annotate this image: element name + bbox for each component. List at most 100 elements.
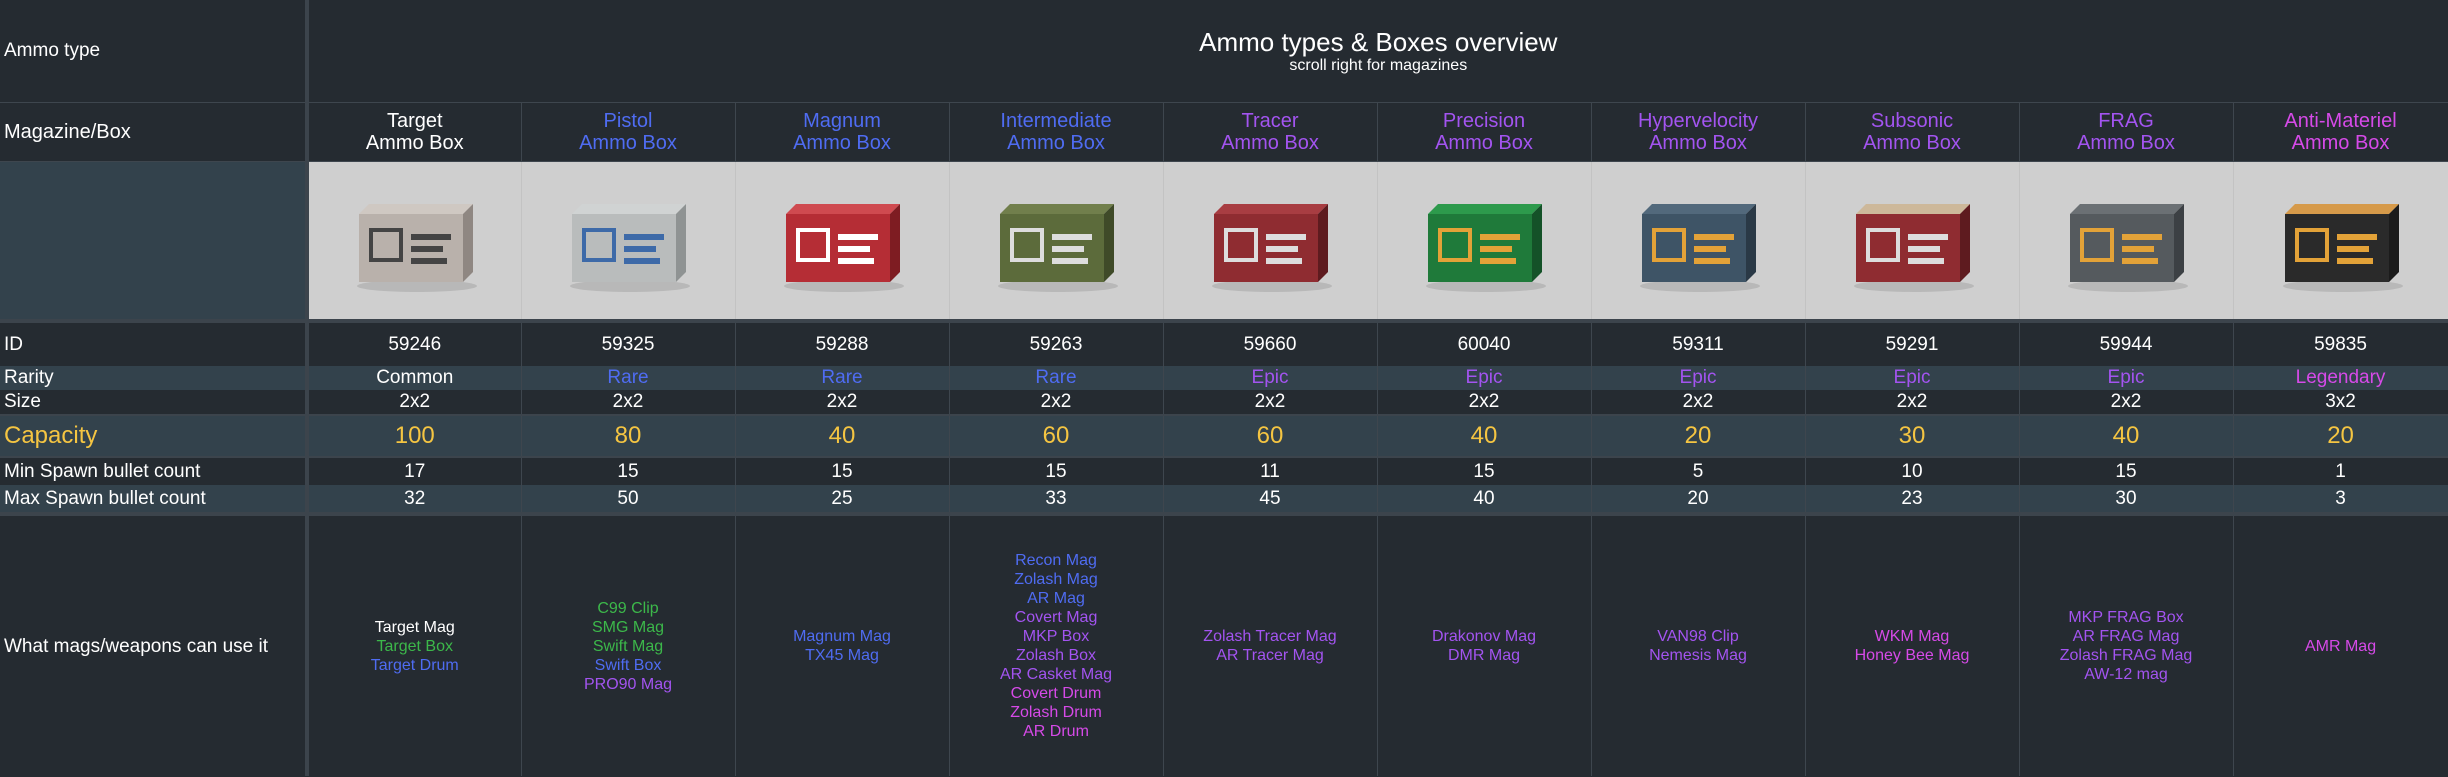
box-name-cell: Subsonic Ammo Box [1805,102,2020,162]
capacity-label: Capacity [0,414,309,458]
box-name-line1: Hypervelocity [1637,110,1759,132]
box-rarity: Rare [735,366,950,390]
frag-ammo-box-icon [2068,203,2188,292]
compatible-mags-cell: Recon Mag Zolash Mag AR Mag Covert Mag MKP B… [949,512,1164,776]
mag-item: MKP FRAG Box [2068,609,2184,626]
box-name-line1: Magnum [803,110,881,132]
mag-item: AMR Mag [2304,637,2377,655]
box-rarity: Epic [1805,366,2020,390]
compatible-mags-cell: C99 Clip SMG Mag Swift Mag Swift Box PRO90 M… [521,512,736,776]
box-max-spawn: 3 [2233,485,2448,514]
box-max-spawn: 32 [307,485,522,514]
table-title-cell: Ammo types & Boxes overview scroll right… [307,0,2448,103]
box-capacity: 20 [1591,414,1806,458]
mag-item: MKP Box [1022,628,1090,645]
compatible-mags-cell: VAN98 Clip Nemesis Mag [1591,512,1806,776]
subsonic-ammo-box-icon [1854,203,1974,292]
mag-item: TX45 Mag [805,647,879,664]
pistol-ammo-box-icon [570,203,690,292]
mag-item: SMG Mag [591,618,664,636]
box-name-cell: Magnum Ammo Box [735,102,950,162]
box-capacity: 40 [1377,414,1592,458]
box-max-spawn: 20 [1591,485,1806,514]
mag-item: Zolash Tracer Mag [1203,628,1337,645]
mag-item: AR Mag [1027,590,1085,607]
mag-item: Target Mag [374,618,455,636]
box-name-line1: Pistol [603,110,653,132]
box-rarity: Rare [949,366,1164,390]
box-size: 2x2 [521,390,736,415]
box-id: 59311 [1591,321,1806,366]
box-size: 2x2 [1377,390,1592,415]
box-min-spawn: 15 [1377,457,1592,485]
box-image-cell [1163,161,1378,323]
box-max-spawn: 50 [521,485,736,514]
box-rarity: Rare [521,366,736,390]
box-capacity: 20 [2233,414,2448,458]
box-name-line2: Ammo Box [579,132,677,154]
box-capacity: 30 [1805,414,2020,458]
compatible-mags-cell: WKM Mag Honey Bee Mag [1805,512,2020,776]
box-capacity: 40 [735,414,950,458]
box-min-spawn: 10 [1805,457,2020,485]
box-rarity: Epic [1377,366,1592,390]
min-spawn-label: Min Spawn bullet count [0,457,309,485]
magnum-ammo-box-icon [784,203,904,292]
box-size: 2x2 [1163,390,1378,415]
mag-item: Magnum Mag [793,628,891,645]
box-name-cell: Anti-Materiel Ammo Box [2233,102,2448,162]
box-name-cell: Precision Ammo Box [1377,102,1592,162]
box-min-spawn: 15 [949,457,1164,485]
rarity-label: Rarity [0,366,309,390]
box-max-spawn: 30 [2019,485,2234,514]
box-name-line1: Precision [1442,110,1526,132]
mag-item: Honey Bee Mag [1854,647,1970,664]
box-image-cell [735,161,950,323]
box-id: 59288 [735,321,950,366]
box-name-line2: Ammo Box [1221,132,1319,154]
mag-item: PRO90 Mag [583,675,673,693]
magazine-box-label: Magazine/Box [0,102,309,162]
box-rarity: Epic [1591,366,1806,390]
box-name-line1: FRAG [2098,110,2154,132]
box-max-spawn: 23 [1805,485,2020,514]
box-min-spawn: 15 [2019,457,2234,485]
mag-item: AW-12 mag [2084,666,2168,683]
box-image-cell [2233,161,2448,323]
mag-item: VAN98 Clip [1657,628,1739,645]
box-name-line2: Ammo Box [2077,132,2175,154]
box-id: 59835 [2233,321,2448,366]
mag-item: Swift Box [594,656,662,674]
mag-item: AR FRAG Mag [2072,628,2180,645]
box-size: 2x2 [1591,390,1806,415]
box-name-line2: Ammo Box [365,132,464,154]
box-capacity: 60 [949,414,1164,458]
box-max-spawn: 33 [949,485,1164,514]
box-image-cell [1805,161,2020,323]
box-max-spawn: 40 [1377,485,1592,514]
box-name-cell: Target Ammo Box [307,102,522,162]
intermediate-ammo-box-icon [998,203,1118,292]
image-row-label [0,161,309,323]
box-image-cell [521,161,736,323]
box-size: 2x2 [2019,390,2234,415]
box-min-spawn: 1 [2233,457,2448,485]
box-name-line1: Intermediate [1000,110,1112,132]
size-label: Size [0,390,309,415]
mag-item: Recon Mag [1015,552,1097,569]
box-size: 3x2 [2233,390,2448,415]
box-size: 2x2 [949,390,1164,415]
box-id: 59660 [1163,321,1378,366]
box-image-cell [1591,161,1806,323]
box-name-cell: Intermediate Ammo Box [949,102,1164,162]
mag-item: Swift Mag [592,637,664,655]
mag-item: C99 Clip [597,599,659,617]
box-id: 59291 [1805,321,2020,366]
box-max-spawn: 45 [1163,485,1378,514]
box-name-cell: FRAG Ammo Box [2019,102,2234,162]
page-title: Ammo types & Boxes overview [1199,27,1558,57]
box-name-cell: Pistol Ammo Box [521,102,736,162]
mag-item: Zolash FRAG Mag [2059,647,2193,664]
box-rarity: Epic [1163,366,1378,390]
